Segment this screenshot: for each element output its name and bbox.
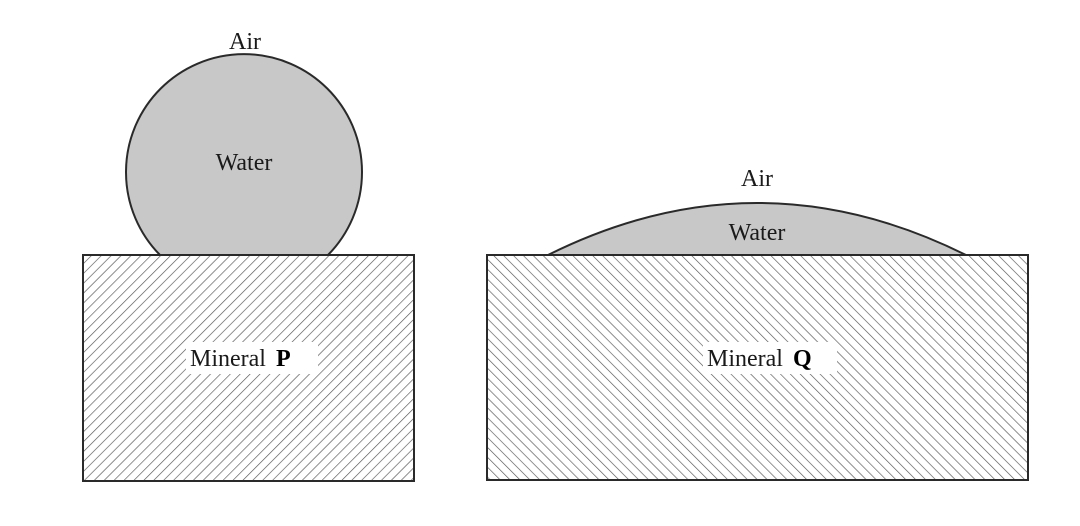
mineral-p-label: Mineral P bbox=[190, 346, 291, 372]
mineral-p-letter: P bbox=[276, 346, 291, 372]
mineral-q-label-bg bbox=[703, 342, 837, 374]
mineral-q-label: Mineral Q bbox=[707, 346, 812, 372]
water-label-q: Water bbox=[729, 220, 786, 246]
mineral-q-word: Mineral bbox=[707, 346, 783, 372]
air-label-p: Air bbox=[229, 29, 261, 55]
water-label-p: Water bbox=[216, 150, 273, 176]
air-label-q: Air bbox=[741, 166, 773, 192]
panel-mineral-q: Air Water Mineral Q bbox=[486, 166, 1029, 481]
panel-mineral-p: Air Water Mineral P bbox=[82, 29, 415, 482]
water-film-q bbox=[547, 202, 967, 256]
water-droplet-p bbox=[125, 53, 363, 256]
mineral-q-letter: Q bbox=[793, 346, 812, 372]
mineral-p-word: Mineral bbox=[190, 346, 266, 372]
mineral-p-label-bg bbox=[186, 342, 318, 374]
